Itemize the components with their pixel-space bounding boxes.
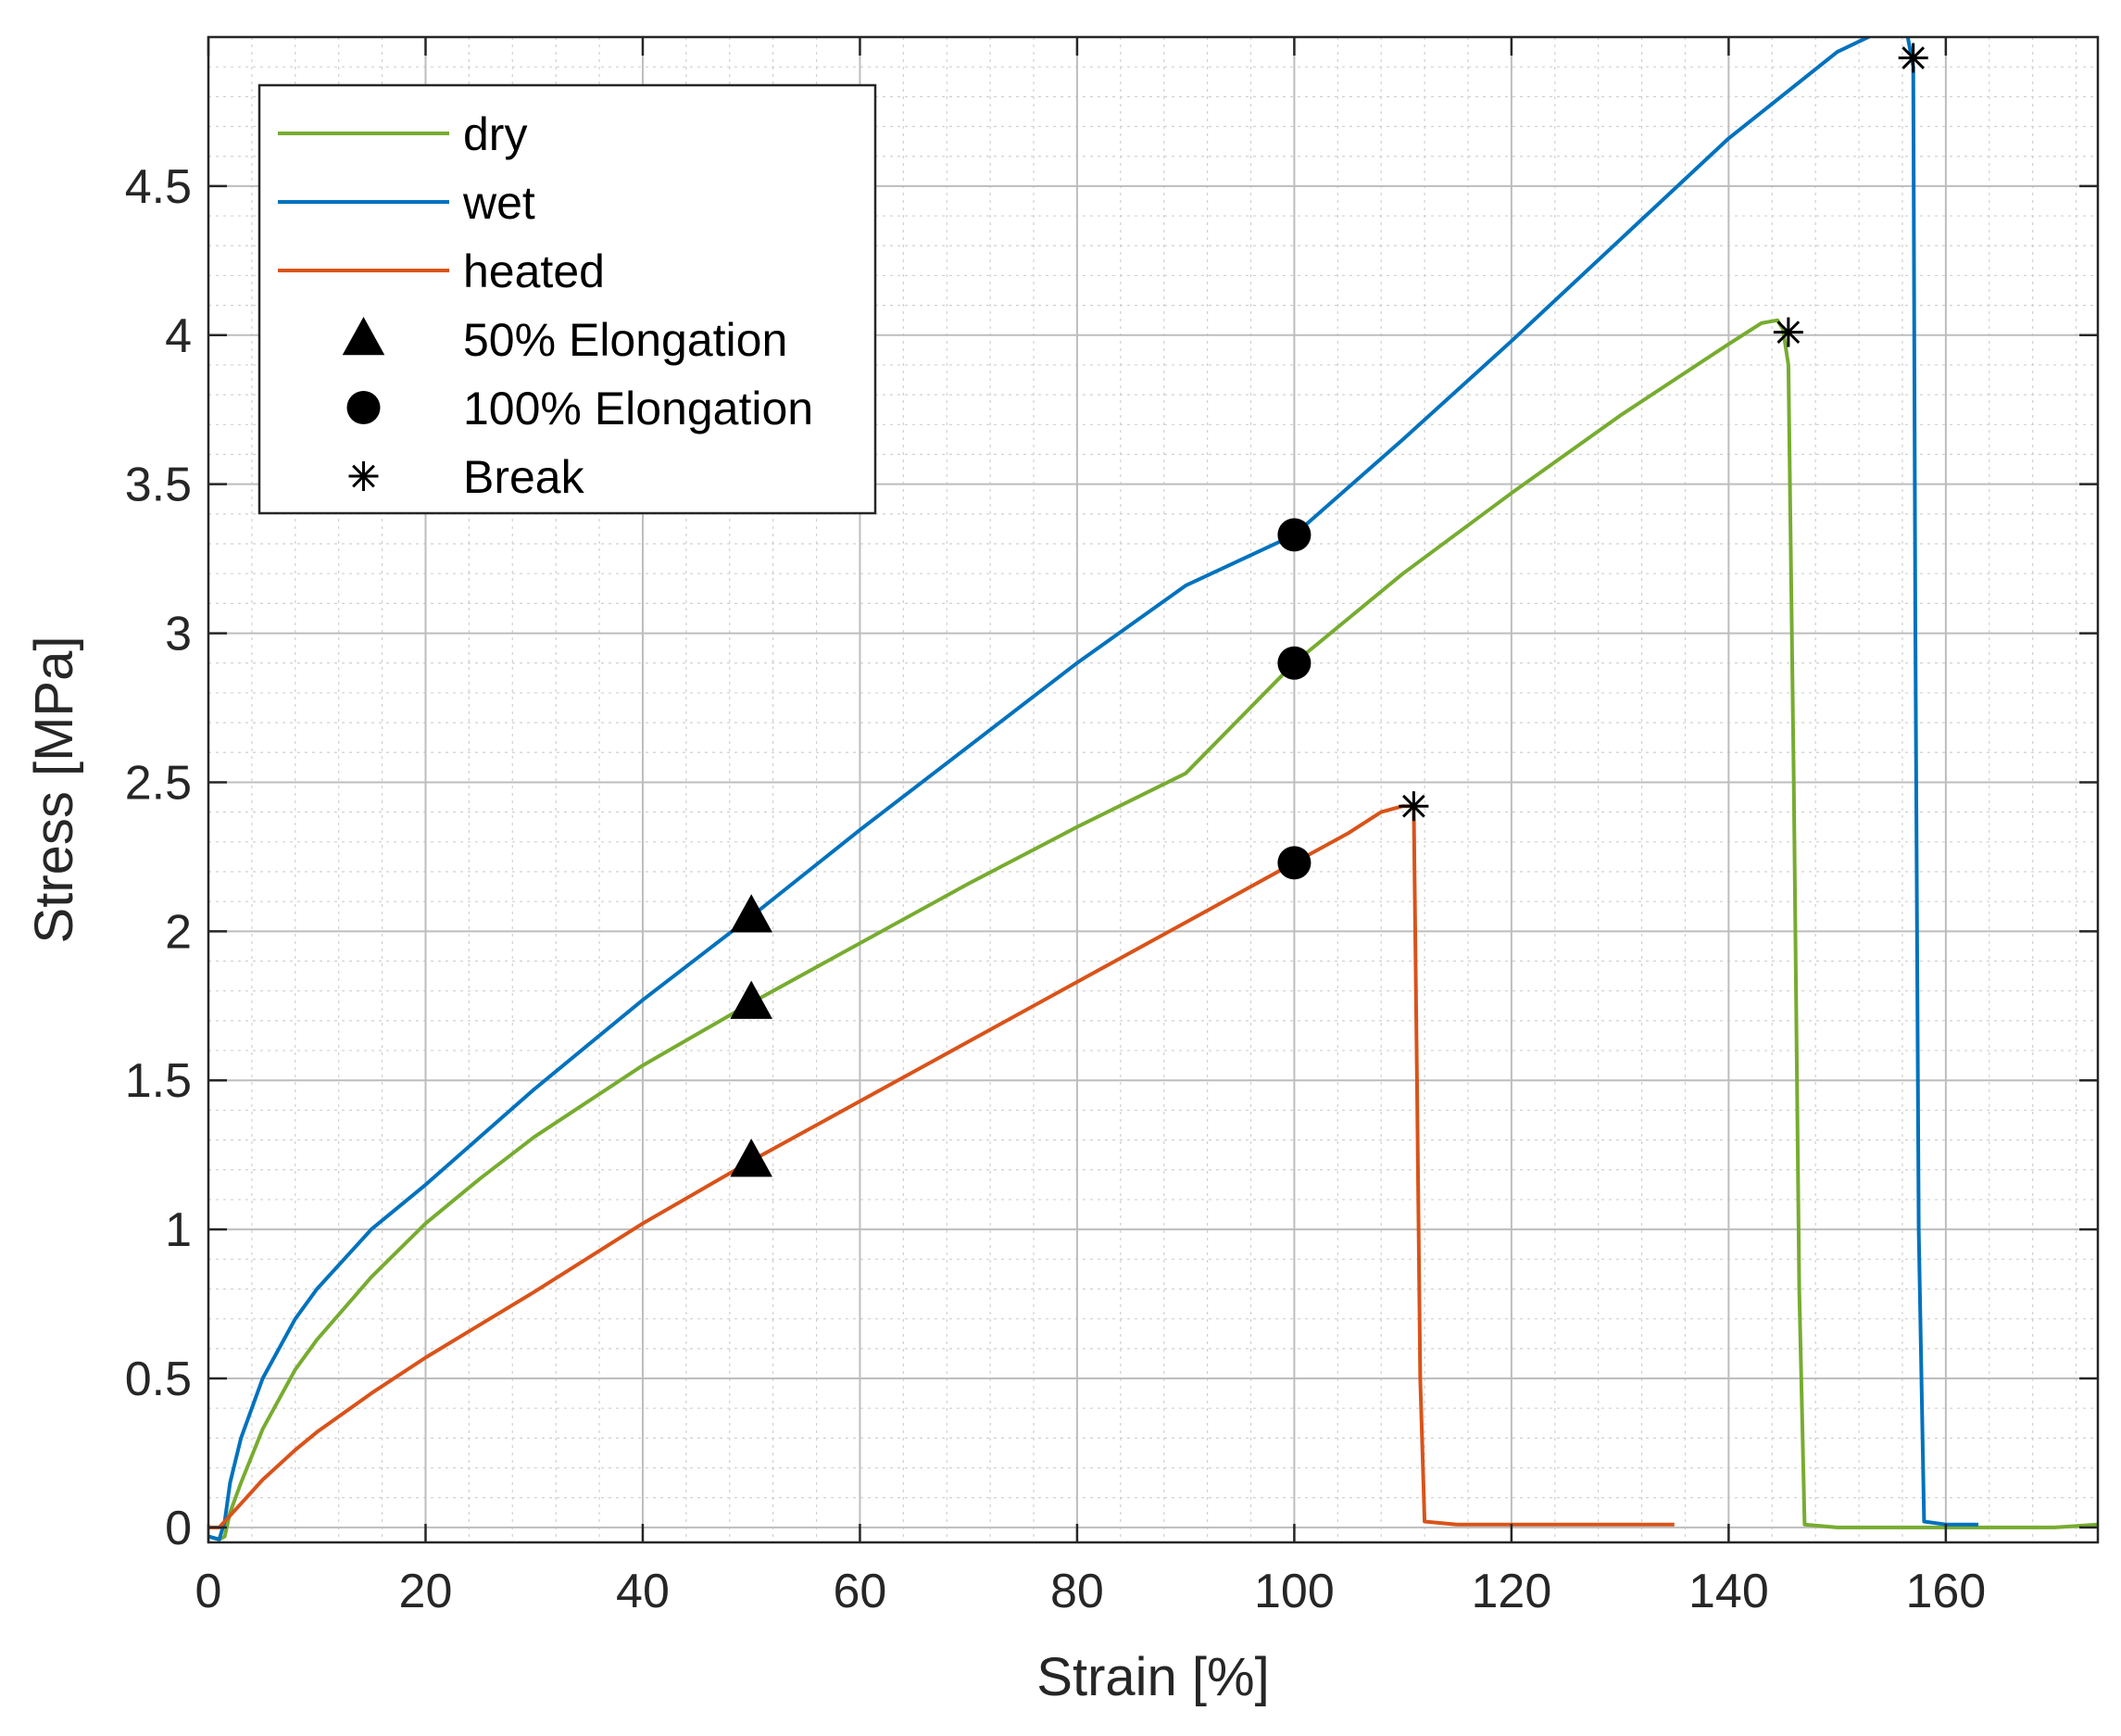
legend-label: 50% Elongation [463,314,787,366]
marker-circle [1277,846,1312,880]
tick-layer: 0 20 40 60 80 100 120 140 160 0 0.5 1 1.5 2 2.5 3 3.5 4 4.… [125,37,2098,1618]
legend-swatch-triangle [342,317,385,356]
y-tick-label: 3 [165,608,192,661]
legend-label: wet [462,177,535,229]
y-tick-label: 4.5 [125,160,192,214]
marker-triangle [730,1138,773,1177]
x-tick-label: 120 [1472,1565,1552,1618]
y-tick-label: 1.5 [125,1054,192,1108]
asterisk-stroke [352,464,375,488]
legend-swatch-asterisk [348,461,379,491]
x-tick-label: 20 [399,1565,453,1618]
y-tick-label: 0.5 [125,1352,192,1406]
marker-circle [1277,646,1312,680]
y-tick-label: 4 [165,309,192,363]
marker-asterisk [1773,317,1803,347]
legend-box [257,83,877,515]
series-line-dry [208,318,2098,1541]
legend: dry wet heated 50% Elongation 100% Elongatio… [257,83,877,515]
x-tick-label: 140 [1688,1565,1769,1618]
plot-frame [207,35,2100,1544]
y-tick-label: 2 [165,905,192,959]
legend-label: 100% Elongation [463,383,813,434]
x-tick-label: 80 [1050,1565,1104,1618]
major-grid [207,37,2098,1542]
minor-grid [208,37,2098,1542]
legend-label: heated [463,245,605,297]
asterisk-stroke [1776,321,1801,344]
y-tick-label: 2.5 [125,756,192,810]
marker-triangle [730,980,773,1019]
y-axis-label: Stress [MPa] [24,636,84,944]
x-tick-label: 100 [1254,1565,1335,1618]
x-tick-label: 60 [834,1565,887,1618]
marker-asterisk [1399,791,1429,822]
legend-swatch-circle [346,391,381,424]
legend-label: Break [463,451,585,503]
y-tick-label: 1 [165,1203,192,1257]
x-axis-label: Strain [%] [1036,1647,1269,1707]
asterisk-stroke [1402,794,1425,818]
marker-triangle [730,894,773,933]
marker-layer [730,43,1928,1177]
x-tick-label: 40 [616,1565,670,1618]
y-tick-label: 0 [165,1502,192,1555]
asterisk-stroke [1901,46,1926,69]
x-tick-label: 0 [195,1565,222,1618]
y-tick-label: 3.5 [125,459,192,512]
x-tick-label: 160 [1905,1565,1986,1618]
legend-label: dry [463,108,527,160]
marker-asterisk [1898,43,1928,73]
marker-circle [1277,518,1312,552]
series-line-heated [208,804,1675,1529]
